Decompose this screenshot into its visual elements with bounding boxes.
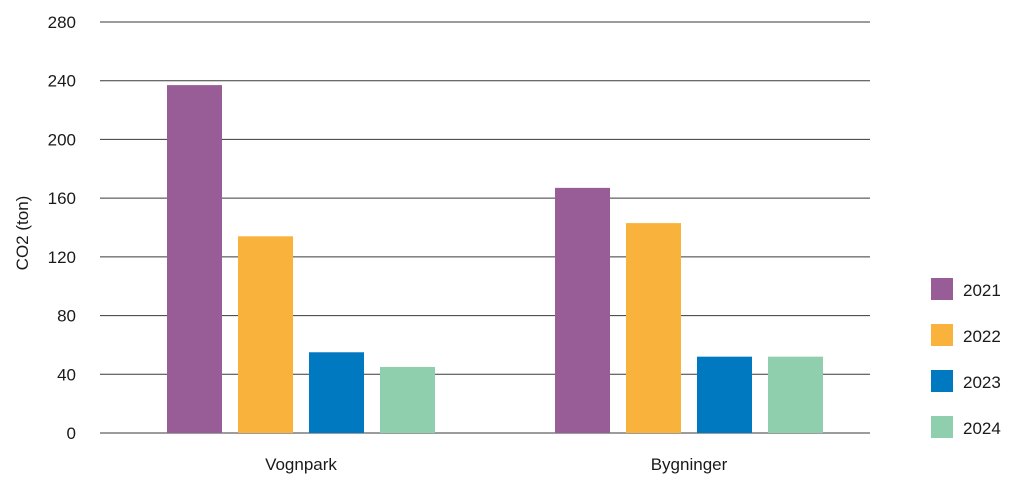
y-tick-label: 80: [57, 307, 76, 326]
legend-label-2022: 2022: [963, 327, 1001, 346]
bar-vognpark-2023: [309, 352, 364, 433]
y-axis-ticks: 0 40 80 120 160 200 240 280: [48, 13, 76, 443]
bar-bygninger-2023: [697, 356, 752, 433]
y-tick-label: 280: [48, 13, 76, 32]
legend: 2021 2022 2023 2024: [931, 278, 1001, 438]
legend-swatch-2023: [931, 370, 953, 392]
y-tick-label: 240: [48, 72, 76, 91]
x-tick-label: Bygninger: [651, 455, 728, 474]
y-tick-label: 160: [48, 189, 76, 208]
x-tick-label: Vognpark: [265, 455, 337, 474]
legend-label-2024: 2024: [963, 419, 1001, 438]
y-tick-label: 0: [67, 424, 76, 443]
bar-vognpark-2024: [380, 366, 435, 433]
x-axis-ticks: Vognpark Bygninger: [265, 455, 728, 474]
bar-vognpark-2021: [167, 85, 222, 433]
y-tick-label: 200: [48, 130, 76, 149]
gridlines: [100, 21, 870, 434]
y-axis-label: CO2 (ton): [13, 196, 32, 271]
bar-vognpark-2022: [238, 236, 293, 433]
y-tick-label: 120: [48, 248, 76, 267]
legend-label-2023: 2023: [963, 373, 1001, 392]
bar-bygninger-2024: [768, 356, 823, 433]
legend-swatch-2024: [931, 416, 953, 438]
y-tick-label: 40: [57, 365, 76, 384]
legend-label-2021: 2021: [963, 281, 1001, 300]
legend-swatch-2021: [931, 278, 953, 300]
bar-bygninger-2021: [555, 187, 610, 433]
legend-swatch-2022: [931, 324, 953, 346]
bars: [167, 85, 823, 433]
bar-bygninger-2022: [626, 223, 681, 433]
